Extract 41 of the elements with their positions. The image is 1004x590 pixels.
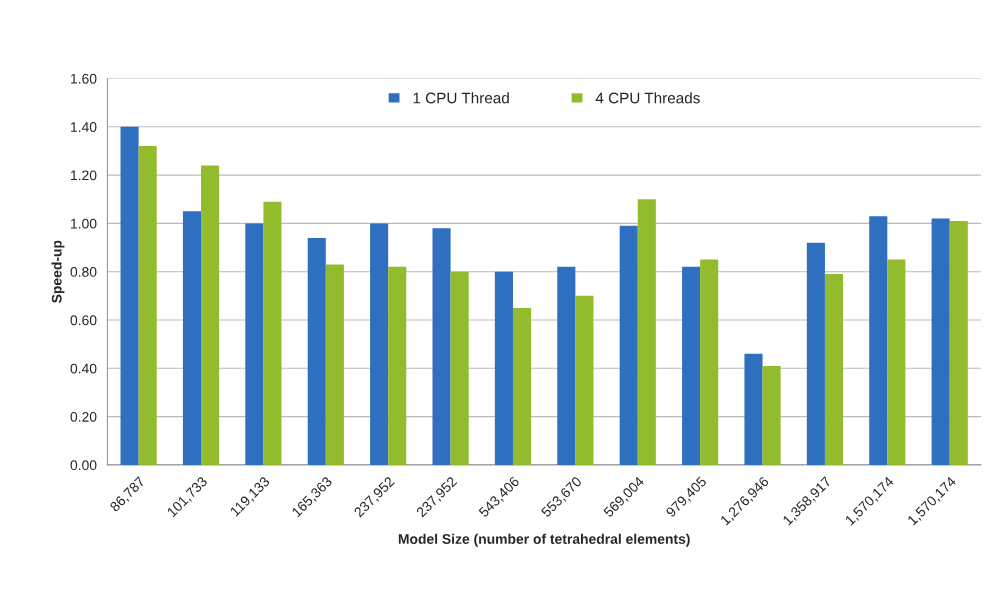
y-tick-label: 1.00 [71, 218, 97, 229]
bar [263, 201, 282, 465]
bar [806, 242, 825, 465]
bar [682, 266, 701, 465]
legend-label: 1 CPU Thread [413, 92, 509, 104]
bar [762, 365, 781, 465]
bar [370, 223, 389, 465]
y-tick-label: 1.20 [71, 170, 97, 181]
bar [575, 295, 594, 465]
bar [245, 223, 264, 465]
bar [700, 259, 719, 465]
y-tick-label: 0.20 [70, 411, 97, 422]
bar [307, 237, 326, 465]
legend-label: 4 CPU Threads [595, 92, 700, 104]
bar [138, 146, 157, 465]
x-axis-title: Model Size (number of tetrahedral elements) [398, 533, 690, 547]
y-axis-title: Speed-up [51, 240, 65, 303]
bar [432, 228, 451, 465]
bar [494, 271, 513, 465]
y-tick-label: 0.80 [70, 267, 97, 277]
bar [869, 216, 888, 465]
bar [325, 264, 344, 465]
bar [512, 307, 532, 465]
bar [450, 271, 469, 465]
bar [388, 266, 407, 465]
bar [949, 220, 968, 465]
y-tick-label: 0.60 [70, 315, 97, 326]
y-tick-label: 0.00 [70, 460, 97, 471]
bar [824, 274, 844, 465]
bar [637, 199, 656, 465]
y-tick-label: 0.40 [70, 363, 97, 374]
bar [182, 211, 202, 465]
bar [120, 126, 139, 465]
bar [557, 266, 576, 465]
bar [619, 225, 638, 465]
bar [744, 353, 763, 465]
y-tick-label: 1.60 [71, 73, 97, 84]
bar [931, 218, 950, 465]
bar [887, 259, 906, 465]
bar [201, 165, 220, 465]
y-tick-label: 1.40 [71, 122, 97, 132]
